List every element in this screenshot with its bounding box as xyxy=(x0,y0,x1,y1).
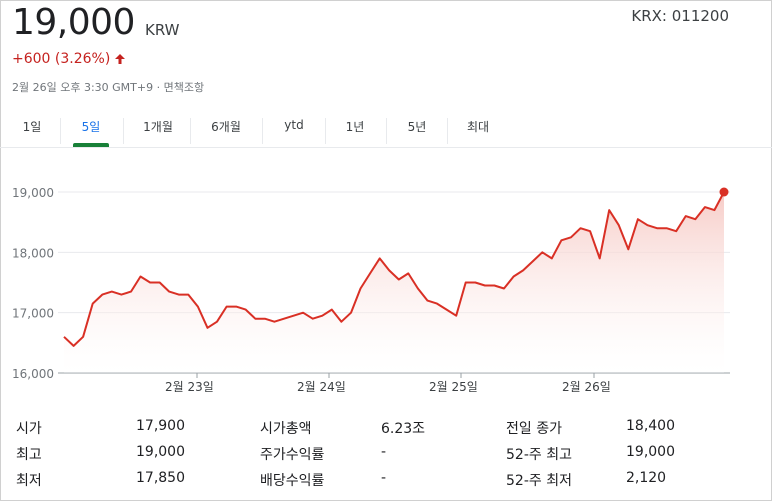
tab-1m[interactable]: 1개월 xyxy=(143,120,173,134)
stat-label-open: 시가 xyxy=(16,421,42,437)
stat-label-high: 최고 xyxy=(16,447,42,463)
stat-value-high: 19,000 xyxy=(136,444,185,460)
range-tabs: 1일 5일 1개월 6개월 ytd 1년 5년 최대 xyxy=(0,118,772,148)
stat-value-52w-low: 2,120 xyxy=(626,470,667,486)
tab-6m[interactable]: 6개월 xyxy=(211,120,241,134)
tab-ytd[interactable]: ytd xyxy=(284,118,304,132)
stat-label-52w-high: 52-주 최고 xyxy=(506,447,572,463)
stat-value-dividend-yield: - xyxy=(381,470,387,486)
tabs-divider xyxy=(0,147,772,148)
stat-value-open: 17,900 xyxy=(136,418,185,434)
stats-row: 시가 17,900 시가총액 6.23조 전일 종가 18,400 xyxy=(0,418,772,444)
arrow-up-icon xyxy=(115,54,126,64)
currency-label: KRW xyxy=(145,21,180,39)
timestamp: 2월 26일 오후 3:30 GMT+9 · xyxy=(12,81,164,94)
stats-row: 최저 17,850 배당수익률 - 52-주 최저 2,120 xyxy=(0,470,772,496)
stat-label-low: 최저 xyxy=(16,473,42,489)
stat-label-dividend-yield: 배당수익률 xyxy=(260,473,325,489)
tab-1d[interactable]: 1일 xyxy=(22,120,42,134)
price-change-value: +600 (3.26%) xyxy=(12,51,111,67)
tab-divider xyxy=(123,118,124,144)
stat-label-market-cap: 시가총액 xyxy=(260,421,312,437)
stats-row: 최고 19,000 주가수익률 - 52-주 최고 19,000 xyxy=(0,444,772,470)
tab-divider xyxy=(386,118,387,144)
stat-value-52w-high: 19,000 xyxy=(626,444,675,460)
tab-divider xyxy=(262,118,263,144)
stat-value-low: 17,850 xyxy=(136,470,185,486)
stat-value-prev-close: 18,400 xyxy=(626,418,675,434)
tab-5d[interactable]: 5일 xyxy=(81,120,101,134)
tab-max[interactable]: 최대 xyxy=(466,120,490,134)
tab-divider xyxy=(60,118,61,144)
active-tab-indicator xyxy=(73,143,109,147)
tab-divider xyxy=(447,118,448,144)
timestamp-line: 2월 26일 오후 3:30 GMT+9 · 면책조항 xyxy=(12,79,204,95)
tab-divider xyxy=(190,118,191,144)
stat-label-prev-close: 전일 종가 xyxy=(506,421,562,437)
price-change: +600 (3.26%) xyxy=(12,51,126,67)
stock-price: 19,000 xyxy=(12,2,135,43)
stat-label-52w-low: 52-주 최저 xyxy=(506,473,572,489)
stat-value-market-cap: 6.23조 xyxy=(381,421,426,437)
ticker-symbol[interactable]: KRX: 011200 xyxy=(631,7,729,25)
stat-label-pe-ratio: 주가수익률 xyxy=(260,447,325,463)
tab-5y[interactable]: 5년 xyxy=(407,120,427,134)
stat-value-pe-ratio: - xyxy=(381,444,387,460)
tab-divider xyxy=(325,118,326,144)
disclaimer-link[interactable]: 면책조항 xyxy=(163,81,205,94)
tab-1y[interactable]: 1년 xyxy=(345,120,365,134)
